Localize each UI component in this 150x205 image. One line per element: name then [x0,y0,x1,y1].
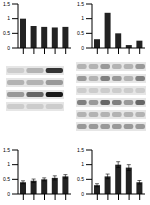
svg-text:1.5: 1.5 [8,147,10,153]
svg-text:0: 0 [8,191,10,197]
svg-text:1.5: 1.5 [8,1,10,7]
svg-text:0.5: 0.5 [8,176,10,182]
svg-text:1: 1 [81,15,84,21]
svg-text:1: 1 [8,161,10,167]
svg-text:0.5: 0.5 [77,176,84,182]
svg-text:1: 1 [81,161,84,167]
svg-text:0.5: 0.5 [77,30,84,36]
svg-text:1: 1 [8,15,10,21]
svg-text:1.5: 1.5 [77,1,84,7]
svg-text:1.5: 1.5 [77,147,84,153]
svg-text:0.5: 0.5 [8,30,10,36]
svg-text:0: 0 [8,45,10,51]
svg-text:0: 0 [81,45,84,51]
svg-text:0: 0 [81,191,84,197]
